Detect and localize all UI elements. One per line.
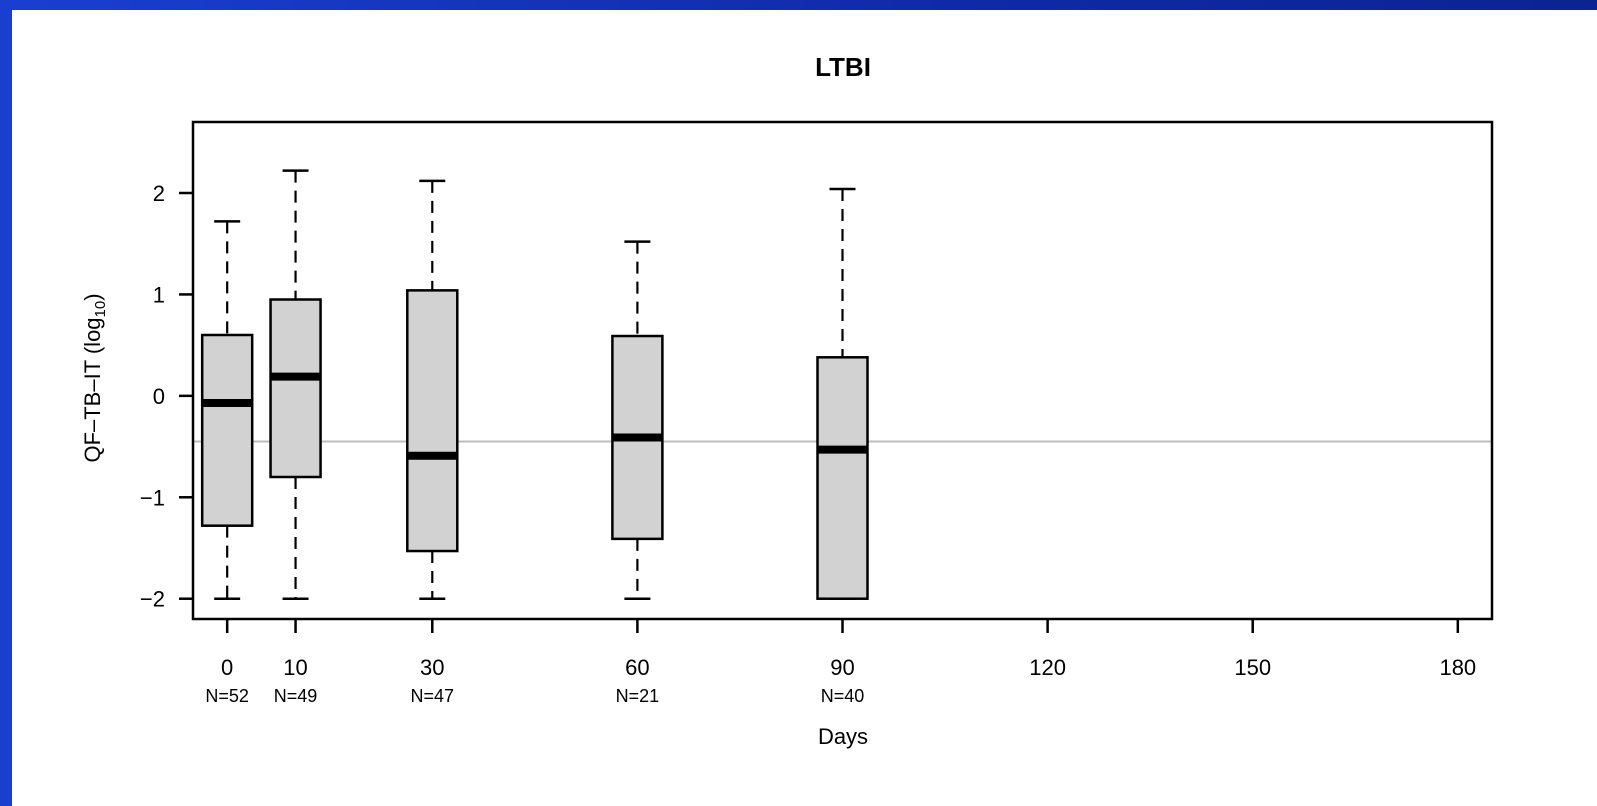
box-group-30 [406, 179, 459, 600]
box-group-0 [200, 220, 254, 600]
y-axis-label-subscript: 10 [92, 301, 109, 318]
box-iqr [406, 289, 459, 553]
x-tick-label: 30 [420, 655, 444, 680]
sample-size-label: N=21 [616, 686, 660, 706]
x-tick-label: 180 [1439, 655, 1476, 680]
y-tick-label: 2 [153, 181, 165, 206]
x-tick-label: 150 [1234, 655, 1271, 680]
y-tick-label: −1 [140, 485, 165, 510]
chart-title: LTBI [815, 52, 871, 82]
sample-size-label: N=40 [821, 686, 865, 706]
y-tick-label: 0 [153, 384, 165, 409]
x-tick-label: 90 [830, 655, 854, 680]
box-group-60 [611, 240, 664, 600]
x-tick-label: 120 [1029, 655, 1066, 680]
x-tick-label: 60 [625, 655, 649, 680]
y-tick-label: 1 [153, 282, 165, 307]
x-tick-label: 10 [283, 655, 307, 680]
y-tick-label: −2 [140, 587, 165, 612]
box-group-10 [269, 169, 322, 600]
sample-size-label: N=49 [274, 686, 318, 706]
box-iqr [200, 333, 254, 527]
box-iqr [269, 298, 322, 479]
svg-text:QF–TB–IT (log10): QF–TB–IT (log10) [80, 293, 109, 462]
box-group-90 [816, 187, 869, 600]
sample-size-label: N=47 [411, 686, 455, 706]
y-axis-label-main: QF–TB–IT (log [80, 317, 105, 462]
sample-size-label: N=52 [205, 686, 249, 706]
x-axis-label: Days [818, 724, 868, 749]
y-axis-label-close: ) [80, 293, 105, 300]
x-tick-label: 0 [221, 655, 233, 680]
slide-panel: LTBI −2 −1 0 1 2 0 10 30 60 90 120 150 180 N=52 N=49 N=… [12, 10, 1597, 806]
box-iqr [816, 356, 869, 600]
y-axis-label: QF–TB–IT (log10) [80, 293, 109, 462]
